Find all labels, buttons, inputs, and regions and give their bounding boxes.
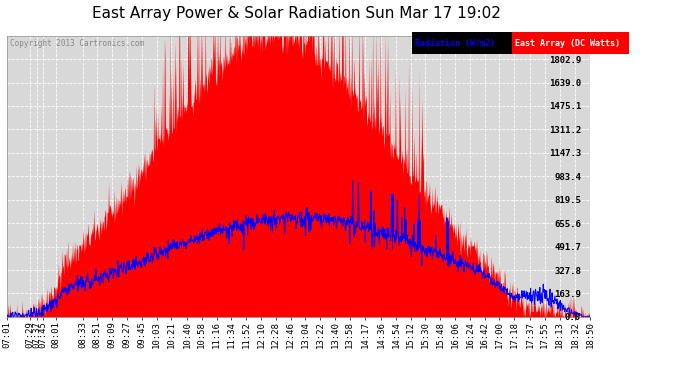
Text: Copyright 2013 Cartronics.com: Copyright 2013 Cartronics.com [10, 39, 144, 48]
Text: East Array Power & Solar Radiation Sun Mar 17 19:02: East Array Power & Solar Radiation Sun M… [92, 6, 501, 21]
Text: Radiation (W/m2): Radiation (W/m2) [415, 39, 495, 48]
Text: East Array (DC Watts): East Array (DC Watts) [515, 39, 620, 48]
